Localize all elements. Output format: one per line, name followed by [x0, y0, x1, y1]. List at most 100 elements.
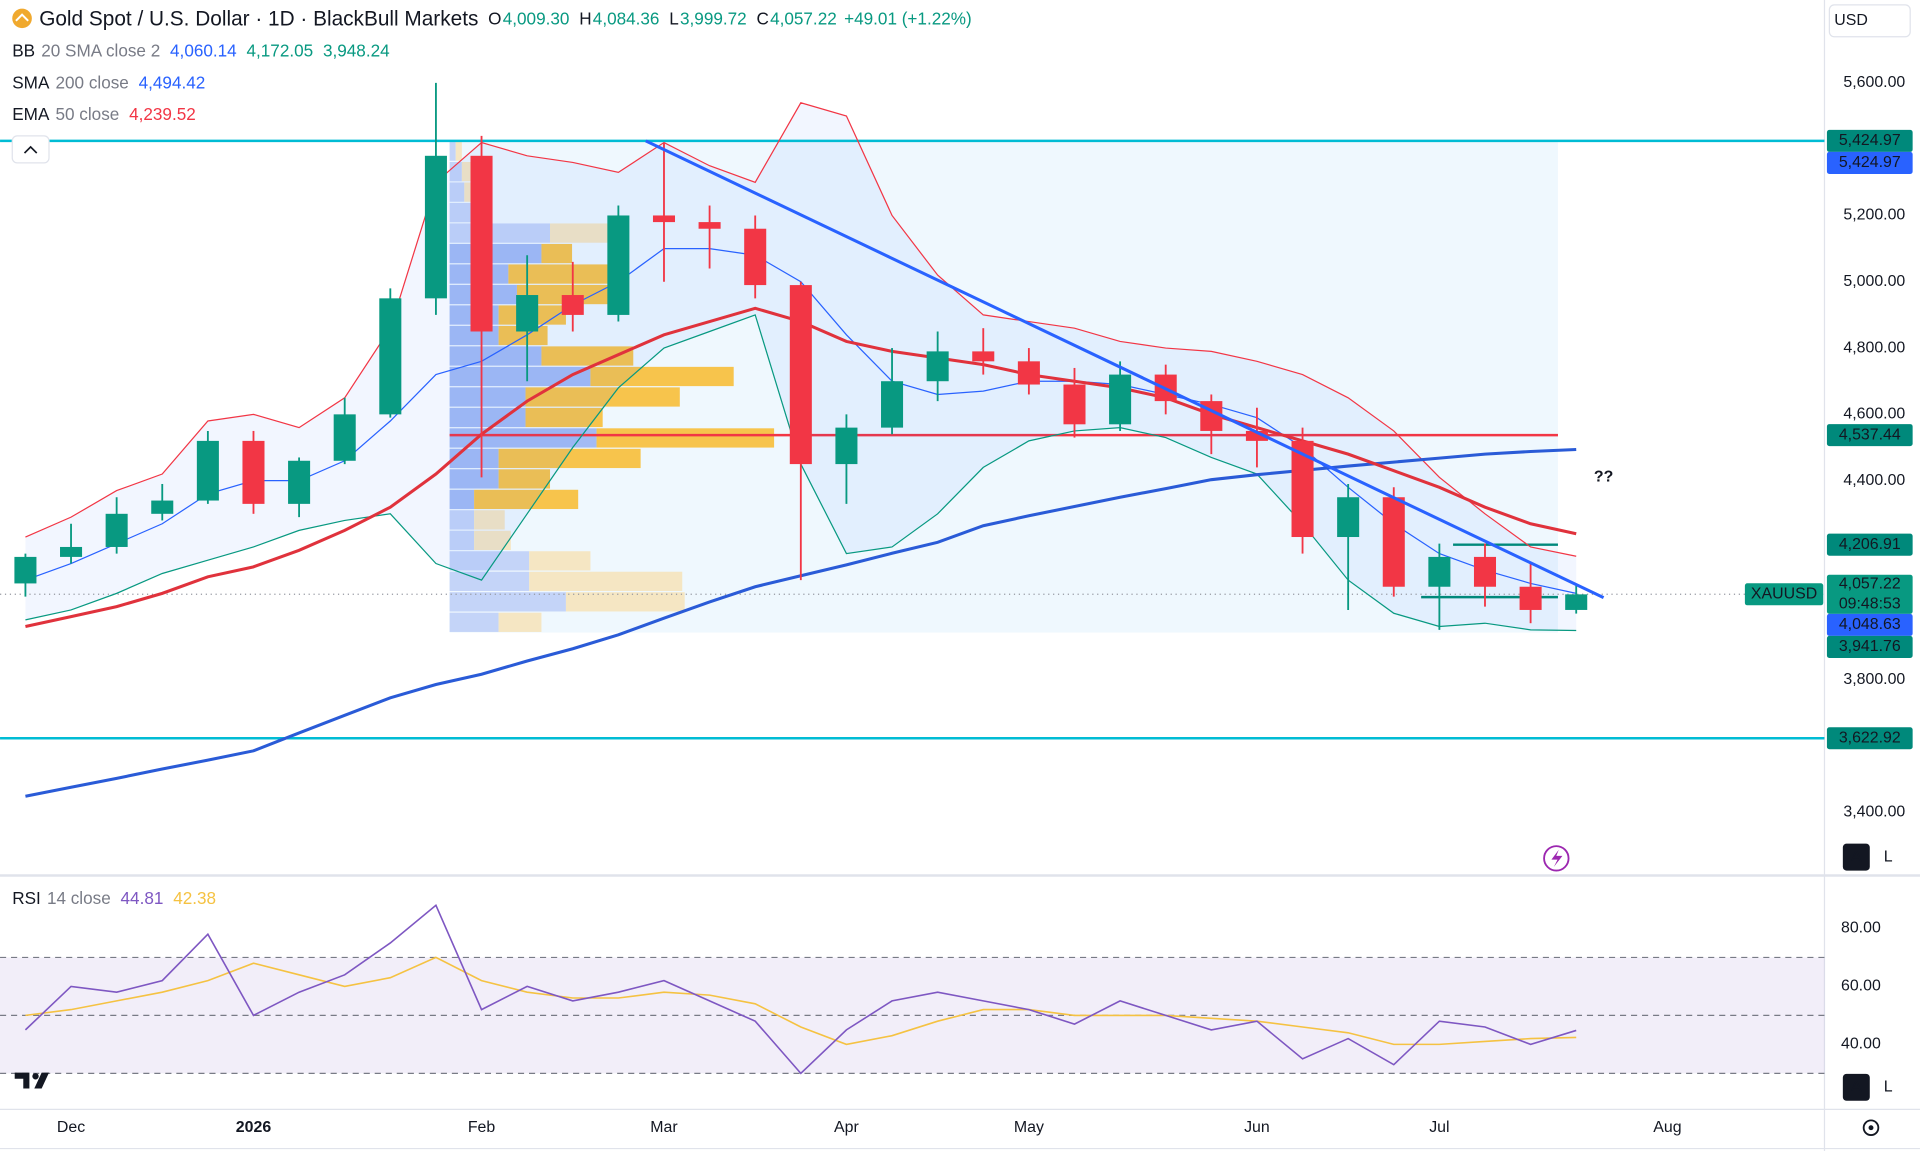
profile-up — [449, 182, 465, 202]
bb-upper — [25, 102, 1577, 557]
x-tick-label: Jun — [1244, 1119, 1270, 1136]
price-badge — [1826, 574, 1913, 614]
price-badge — [1826, 533, 1913, 556]
scale-button[interactable]: L — [1884, 848, 1893, 865]
candle-body — [1291, 440, 1314, 538]
profile-down — [474, 489, 579, 510]
price-badge — [1826, 727, 1913, 750]
currency[interactable]: USD — [1834, 12, 1868, 29]
symbol-icon — [12, 8, 32, 29]
y-tick-label: 4,400.00 — [1843, 472, 1905, 489]
symbol-tag — [1744, 583, 1824, 606]
candle-body — [1382, 497, 1405, 587]
profile-up — [449, 428, 597, 448]
candle-body — [151, 500, 174, 514]
profile-down — [498, 612, 542, 632]
rsi-name: RSI — [12, 887, 41, 907]
readout-key: H — [579, 8, 591, 28]
main-pane — [0, 82, 1825, 798]
y-tick-label: 5,000.00 — [1843, 273, 1905, 290]
profile-down — [508, 264, 613, 284]
scale-button[interactable]: A — [1851, 848, 1862, 865]
indicator-params: 50 close — [56, 104, 120, 124]
candle-body — [789, 285, 812, 465]
scale-button[interactable]: A — [1851, 1079, 1862, 1096]
currency-box[interactable] — [1828, 4, 1911, 38]
symbol-icon-mark — [15, 13, 29, 22]
x-tick-label: Feb — [468, 1119, 496, 1136]
scale-button-bg[interactable] — [1842, 843, 1870, 871]
price-badge-label: 3,941.76 — [1839, 638, 1901, 655]
scale-button-bg[interactable] — [1842, 1073, 1870, 1101]
rsi-tick-label: 40.00 — [1841, 1036, 1881, 1053]
profile-down — [498, 469, 551, 489]
price-badge — [1826, 635, 1913, 658]
candle-body — [516, 295, 539, 332]
profile-up — [449, 448, 499, 469]
profile-up — [449, 489, 475, 510]
indicator-value: 4,494.42 — [139, 72, 206, 92]
legend-row: Gold Spot / U.S. Dollar · 1D · BlackBull… — [39, 7, 971, 30]
alert-icon[interactable] — [1543, 845, 1570, 872]
profile-up — [449, 592, 566, 612]
indicator-params: 200 close — [56, 72, 129, 92]
price-badge — [1826, 613, 1913, 636]
profile-down — [498, 448, 641, 469]
price-badge — [1826, 424, 1913, 447]
axes: 3,400.00 3,800.00 4,400.00 4,600.00 4,800.00… — [57, 74, 1913, 1136]
y-tick-label: 4,600.00 — [1843, 406, 1905, 423]
logo-part — [14, 1072, 30, 1089]
candle-body — [561, 295, 584, 315]
profile-down — [541, 346, 634, 366]
readout-value: 4,057.22 — [770, 8, 837, 28]
profile-down — [474, 530, 511, 551]
candle-body — [470, 155, 493, 332]
profile-up — [449, 387, 526, 407]
x-tick-label: May — [1014, 1119, 1044, 1136]
candle-body — [1473, 556, 1497, 587]
indicator-params: 20 SMA close 2 — [41, 40, 160, 60]
profile-up — [449, 141, 456, 161]
profile-down — [525, 407, 603, 428]
y-tick-label: 3,800.00 — [1843, 671, 1905, 688]
price-badge — [1826, 129, 1913, 152]
collapse-button[interactable] — [11, 135, 50, 164]
profile-up — [449, 469, 499, 489]
indicator-name: BB — [12, 40, 35, 60]
candle-body — [1245, 430, 1268, 441]
candle-body — [652, 215, 676, 223]
candle-body — [288, 460, 311, 504]
candle-body — [881, 381, 904, 428]
countdown: 09:48:53 — [1839, 595, 1901, 612]
indicator-name: EMA — [12, 104, 50, 124]
tradingview-logo — [14, 1072, 49, 1089]
profile-up — [449, 407, 526, 428]
profile-down — [596, 428, 775, 448]
readout-change: +49.01 (+1.22%) — [844, 8, 972, 28]
candle-body — [972, 351, 995, 362]
readout-value: 4,084.36 — [593, 8, 660, 28]
candle-body — [1337, 497, 1360, 538]
rsi-line — [24, 903, 1577, 1075]
profile-down — [525, 387, 680, 407]
profile-up — [449, 161, 462, 182]
profile-down — [474, 510, 505, 530]
indicator-value: 4,060.14 — [170, 40, 237, 60]
candle-body — [1428, 556, 1451, 587]
rsi-value: 44.81 — [121, 887, 164, 907]
profile-up — [449, 612, 499, 632]
logo-part — [34, 1072, 49, 1089]
rsi-ma-value: 42.38 — [173, 887, 216, 907]
price-badge-label: 5,424.97 — [1839, 154, 1901, 171]
profile-down — [541, 243, 573, 264]
profile-down — [516, 284, 609, 305]
alert-icon-bolt — [1551, 849, 1563, 867]
price-badge-label: 4,206.91 — [1839, 536, 1901, 553]
settings-icon[interactable] — [1862, 1119, 1880, 1137]
symbol-tag-label: XAUUSD — [1751, 585, 1817, 602]
y-tick-label: 5,600.00 — [1843, 74, 1905, 91]
scale-button[interactable]: L — [1884, 1079, 1893, 1096]
candle-body — [60, 546, 83, 557]
y-tick-label: 4,800.00 — [1843, 339, 1905, 356]
